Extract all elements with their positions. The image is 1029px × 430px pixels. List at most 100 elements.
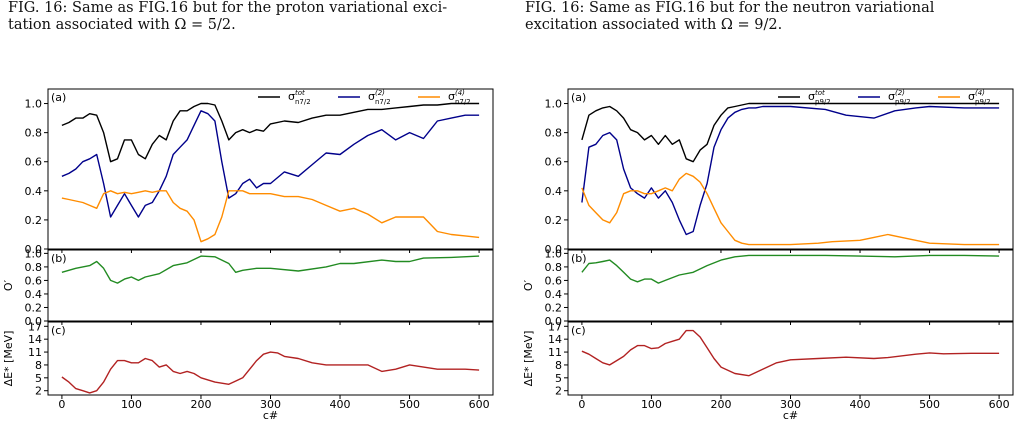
legend-label-sub: p9/2	[975, 98, 991, 106]
series-line-a-2	[61, 190, 480, 243]
y-axis-label: ΔE* [MeV]	[522, 331, 535, 387]
x-tick-label: 600	[469, 398, 490, 411]
x-tick-label: 600	[989, 398, 1010, 411]
x-tick-label: 500	[919, 398, 940, 411]
figure-caption-left: FIG. 16: Same as FIG.16 but for the prot…	[8, 0, 498, 34]
legend-label-sub: n7/2	[295, 98, 311, 106]
x-axis-label: c#	[263, 409, 278, 422]
panel-label: (c)	[571, 324, 586, 337]
series-line-c-0	[61, 351, 480, 394]
y-axis-label: O′	[522, 279, 535, 291]
panel-frame	[47, 88, 494, 250]
series-line-c-0	[581, 329, 1000, 377]
y-tick-label: 1.0	[25, 247, 43, 260]
y-tick-label: 5	[555, 372, 562, 385]
y-tick-label: 0.2	[545, 214, 563, 227]
y-axis-label: ΔE* [MeV]	[2, 331, 15, 387]
x-tick-label: 200	[710, 398, 731, 411]
caption-line: tation associated with Ω = 5/2.	[8, 17, 236, 33]
legend-label-sup: tot	[295, 89, 305, 97]
y-tick-label: 0.4	[545, 288, 563, 301]
legend-label: σ	[288, 90, 295, 103]
panel-label: (b)	[51, 252, 67, 265]
y-tick-label: 17	[548, 320, 562, 333]
x-tick-label: 500	[399, 398, 420, 411]
figure-caption-right: FIG. 16: Same as FIG.16 but for the neut…	[525, 0, 1025, 34]
x-axis: 0 100 200 300 400 500 600 c#	[58, 398, 489, 422]
y-axis-label: O′	[2, 279, 15, 291]
panel-b: 0.00.20.40.60.81.0 (b) O′	[522, 247, 1014, 328]
y-tick-label: 0.8	[545, 261, 563, 274]
panel-label: (c)	[51, 324, 66, 337]
x-axis: 0 100 200 300 400 500 600 c#	[578, 398, 1009, 422]
panel-frame	[567, 249, 1014, 322]
legend-label-sub: p9/2	[895, 98, 911, 106]
y-tick-label: 0.6	[545, 274, 563, 287]
panel-label: (a)	[51, 91, 66, 104]
legend-label-sup: (2)	[375, 89, 385, 97]
y-tick-label: 0.2	[25, 301, 43, 314]
y-tick-label: 0.4	[25, 185, 43, 198]
x-tick-label: 400	[330, 398, 351, 411]
series-line-a-0	[581, 102, 1000, 163]
panel-label: (b)	[571, 252, 587, 265]
panel-label: (a)	[571, 91, 586, 104]
x-tick-label: 400	[850, 398, 871, 411]
x-tick-label: 100	[641, 398, 662, 411]
legend-label-sub: p9/2	[815, 98, 831, 106]
legend-label-sup: (4)	[455, 89, 465, 97]
y-tick-label: 0.0	[545, 315, 563, 328]
y-tick-label: 2	[555, 385, 562, 398]
legend-label: σ	[808, 90, 815, 103]
y-tick-label: 0.6	[25, 156, 43, 169]
legend-label-sup: (2)	[895, 89, 905, 97]
y-tick-label: 8	[555, 359, 562, 372]
caption-line: FIG. 16: Same as FIG.16 but for the neut…	[525, 0, 935, 16]
x-tick-label: 0	[578, 398, 585, 411]
x-tick-label: 200	[190, 398, 211, 411]
y-tick-label: 17	[28, 320, 42, 333]
y-tick-label: 0.0	[545, 243, 563, 256]
legend-label: σ	[448, 90, 455, 103]
y-tick-label: 0.0	[25, 243, 43, 256]
panel-b: 0.00.20.40.60.81.0 (b) O′	[2, 247, 494, 328]
y-tick-label: 0.6	[25, 274, 43, 287]
series-line-a-0	[61, 102, 480, 163]
panel-frame	[47, 321, 494, 396]
y-tick-label: 11	[548, 346, 562, 359]
legend-label-sub: n7/2	[455, 98, 471, 106]
caption-line: FIG. 16: Same as FIG.16 but for the prot…	[8, 0, 448, 16]
figure-left: 0.0 0.2 0.4 0.6 0.8 1.0 (a) σ tot n7/2 σ (2) n7/2 σ (4…	[0, 85, 500, 426]
series-line-a-1	[581, 105, 1000, 236]
y-tick-label: 2	[35, 385, 42, 398]
series-line-a-1	[61, 110, 480, 218]
y-tick-label: 0.8	[25, 261, 43, 274]
figure-right: 0.0 0.2 0.4 0.6 0.8 1.0 (a) σ tot p9/2 σ (2) p9/2 σ (4…	[520, 85, 1020, 426]
y-tick-label: 0.2	[25, 214, 43, 227]
y-tick-label: 0.2	[545, 301, 563, 314]
y-tick-label: 0.8	[25, 127, 43, 140]
x-tick-label: 0	[58, 398, 65, 411]
legend-label: σ	[368, 90, 375, 103]
x-tick-label: 300	[780, 398, 801, 411]
x-tick-label: 300	[260, 398, 281, 411]
y-tick-label: 1.0	[25, 98, 43, 111]
y-tick-label: 11	[28, 346, 42, 359]
y-tick-label: 0.4	[545, 185, 563, 198]
x-tick-label: 100	[121, 398, 142, 411]
caption-line: excitation associated with Ω = 9/2.	[525, 17, 783, 33]
panel-frame	[567, 321, 1014, 396]
y-tick-label: 0.6	[545, 156, 563, 169]
y-tick-label: 1.0	[545, 247, 563, 260]
y-tick-label: 5	[35, 372, 42, 385]
y-tick-label: 0.0	[25, 315, 43, 328]
y-tick-label: 14	[28, 333, 42, 346]
